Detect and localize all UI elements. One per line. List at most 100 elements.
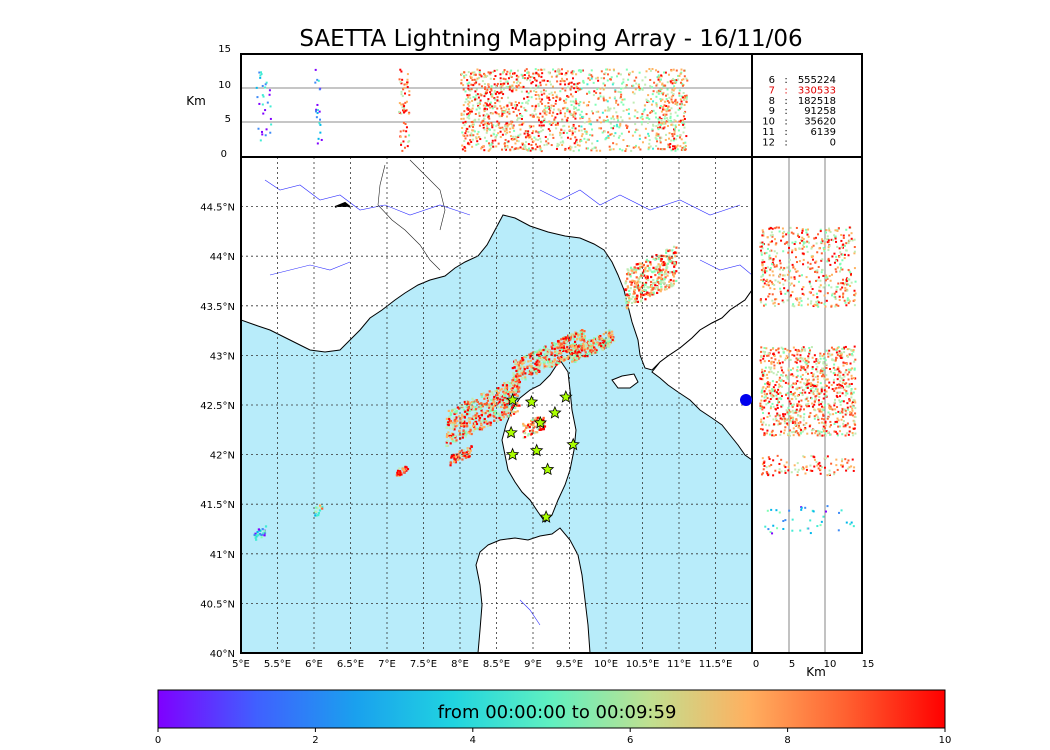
lightning-point [490,404,493,407]
altitude-point [664,122,667,125]
side-point [841,465,844,468]
altitude-point [462,74,465,77]
altitude-point [607,108,610,111]
side-point [788,258,791,261]
lightning-point [493,395,496,399]
side-point [838,352,841,355]
side-point [848,466,851,469]
lightning-point [572,337,575,341]
lightning-point [651,293,654,296]
side-point [850,387,853,390]
altitude-point [668,101,671,104]
lightning-point [565,340,568,343]
altitude-point [672,89,675,92]
lightning-point [492,405,495,408]
side-point [784,471,787,474]
side-point [854,401,857,404]
altitude-point [565,72,568,75]
altitude-point [408,94,411,97]
side-point [789,373,792,376]
altitude-point [528,126,531,129]
altitude-point [462,84,465,87]
altitude-point [486,108,489,111]
station-marker [529,443,544,457]
altitude-point [614,90,617,93]
altitude-point [517,135,520,138]
altitude-point [464,101,467,104]
side-point [760,418,763,421]
side-point [836,259,839,262]
side-point [850,465,853,468]
side-point [837,366,840,369]
side-point [838,247,841,250]
side-point [804,506,807,509]
side-point [824,284,827,287]
altitude-point [467,84,470,87]
side-point [819,352,822,355]
altitude-point [548,122,551,125]
side-point [827,257,830,260]
altitude-point [552,68,555,71]
side-point [784,470,787,473]
side-point [810,247,813,250]
side-point [761,247,764,250]
altitude-point [580,110,583,113]
lightning-point [521,358,525,362]
side-point [827,227,830,230]
altitude-point [675,79,678,82]
altitude-point [466,134,469,137]
altitude-point [406,81,409,84]
altitude-point [506,82,509,85]
lightning-point [494,413,497,416]
lightning-point [517,380,520,383]
altitude-point [537,93,540,96]
altitude-point [496,120,499,123]
altitude-point [496,82,499,85]
lightning-point [641,265,644,268]
altitude-point [657,147,660,150]
lightning-point [475,422,479,426]
side-point [825,378,828,381]
altitude-point [595,110,598,113]
lightning-point [664,272,668,275]
side-point [800,508,803,511]
lightning-point [535,418,539,422]
altitude-point [657,78,660,81]
lightning-point [490,402,493,406]
side-point [842,378,845,381]
lightning-point [574,354,577,357]
altitude-point [637,84,640,87]
altitude-point [658,80,661,83]
altitude-point [546,80,549,83]
side-point [803,388,806,391]
side-point [833,261,836,264]
lightning-point [636,286,639,289]
altitude-point [259,74,262,77]
lightning-point [315,506,318,509]
lightning-point [613,339,616,343]
side-point [846,467,849,470]
side-point [816,434,819,437]
altitude-point [518,101,521,104]
altitude-point [570,85,573,88]
altitude-point [506,115,509,118]
altitude-point [402,103,405,106]
side-point [818,432,821,435]
lightning-point [588,347,591,350]
lightning-point [573,342,576,346]
altitude-point [521,123,524,126]
lightning-point [585,353,589,356]
lightning-point [666,255,669,259]
side-point [816,525,819,528]
side-point [834,305,837,308]
altitude-point [462,104,465,107]
altitude-point [469,139,472,142]
side-point [806,396,809,399]
lightning-point [562,337,565,340]
lightning-point [507,408,511,411]
lightning-point [546,356,549,359]
side-point [849,274,852,277]
side-point [820,417,823,420]
side-point [826,505,829,508]
altitude-point [497,142,500,145]
